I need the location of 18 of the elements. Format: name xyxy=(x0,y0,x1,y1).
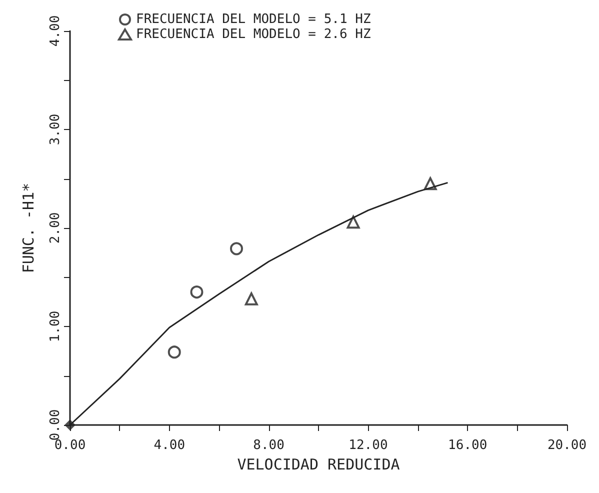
x-tick-label: 4.00 xyxy=(154,438,186,453)
y-tick-label: 4.00 xyxy=(48,15,63,47)
x-tick-label: 8.00 xyxy=(253,438,284,453)
legend-label: FRECUENCIA DEL MODELO = 2.6 HZ xyxy=(136,27,371,42)
point xyxy=(168,346,181,359)
y-tick-label: 2.00 xyxy=(48,212,63,244)
y-tick-label: 3.00 xyxy=(48,114,63,146)
y-tick-label: 1.00 xyxy=(48,310,63,342)
point xyxy=(230,242,243,256)
x-axis-title: VELOCIDAD REDUCIDA xyxy=(237,456,400,474)
legend-label: FRECUENCIA DEL MODELO = 5.1 HZ xyxy=(136,12,371,27)
x-tick-label: 20.00 xyxy=(547,438,587,453)
y-axis-title: FUNC. -H1* xyxy=(20,182,38,274)
point xyxy=(346,216,360,229)
x-tick-label: 12.00 xyxy=(348,438,388,453)
point xyxy=(244,292,258,306)
point xyxy=(190,286,204,299)
x-tick-label: 16.00 xyxy=(448,438,488,453)
